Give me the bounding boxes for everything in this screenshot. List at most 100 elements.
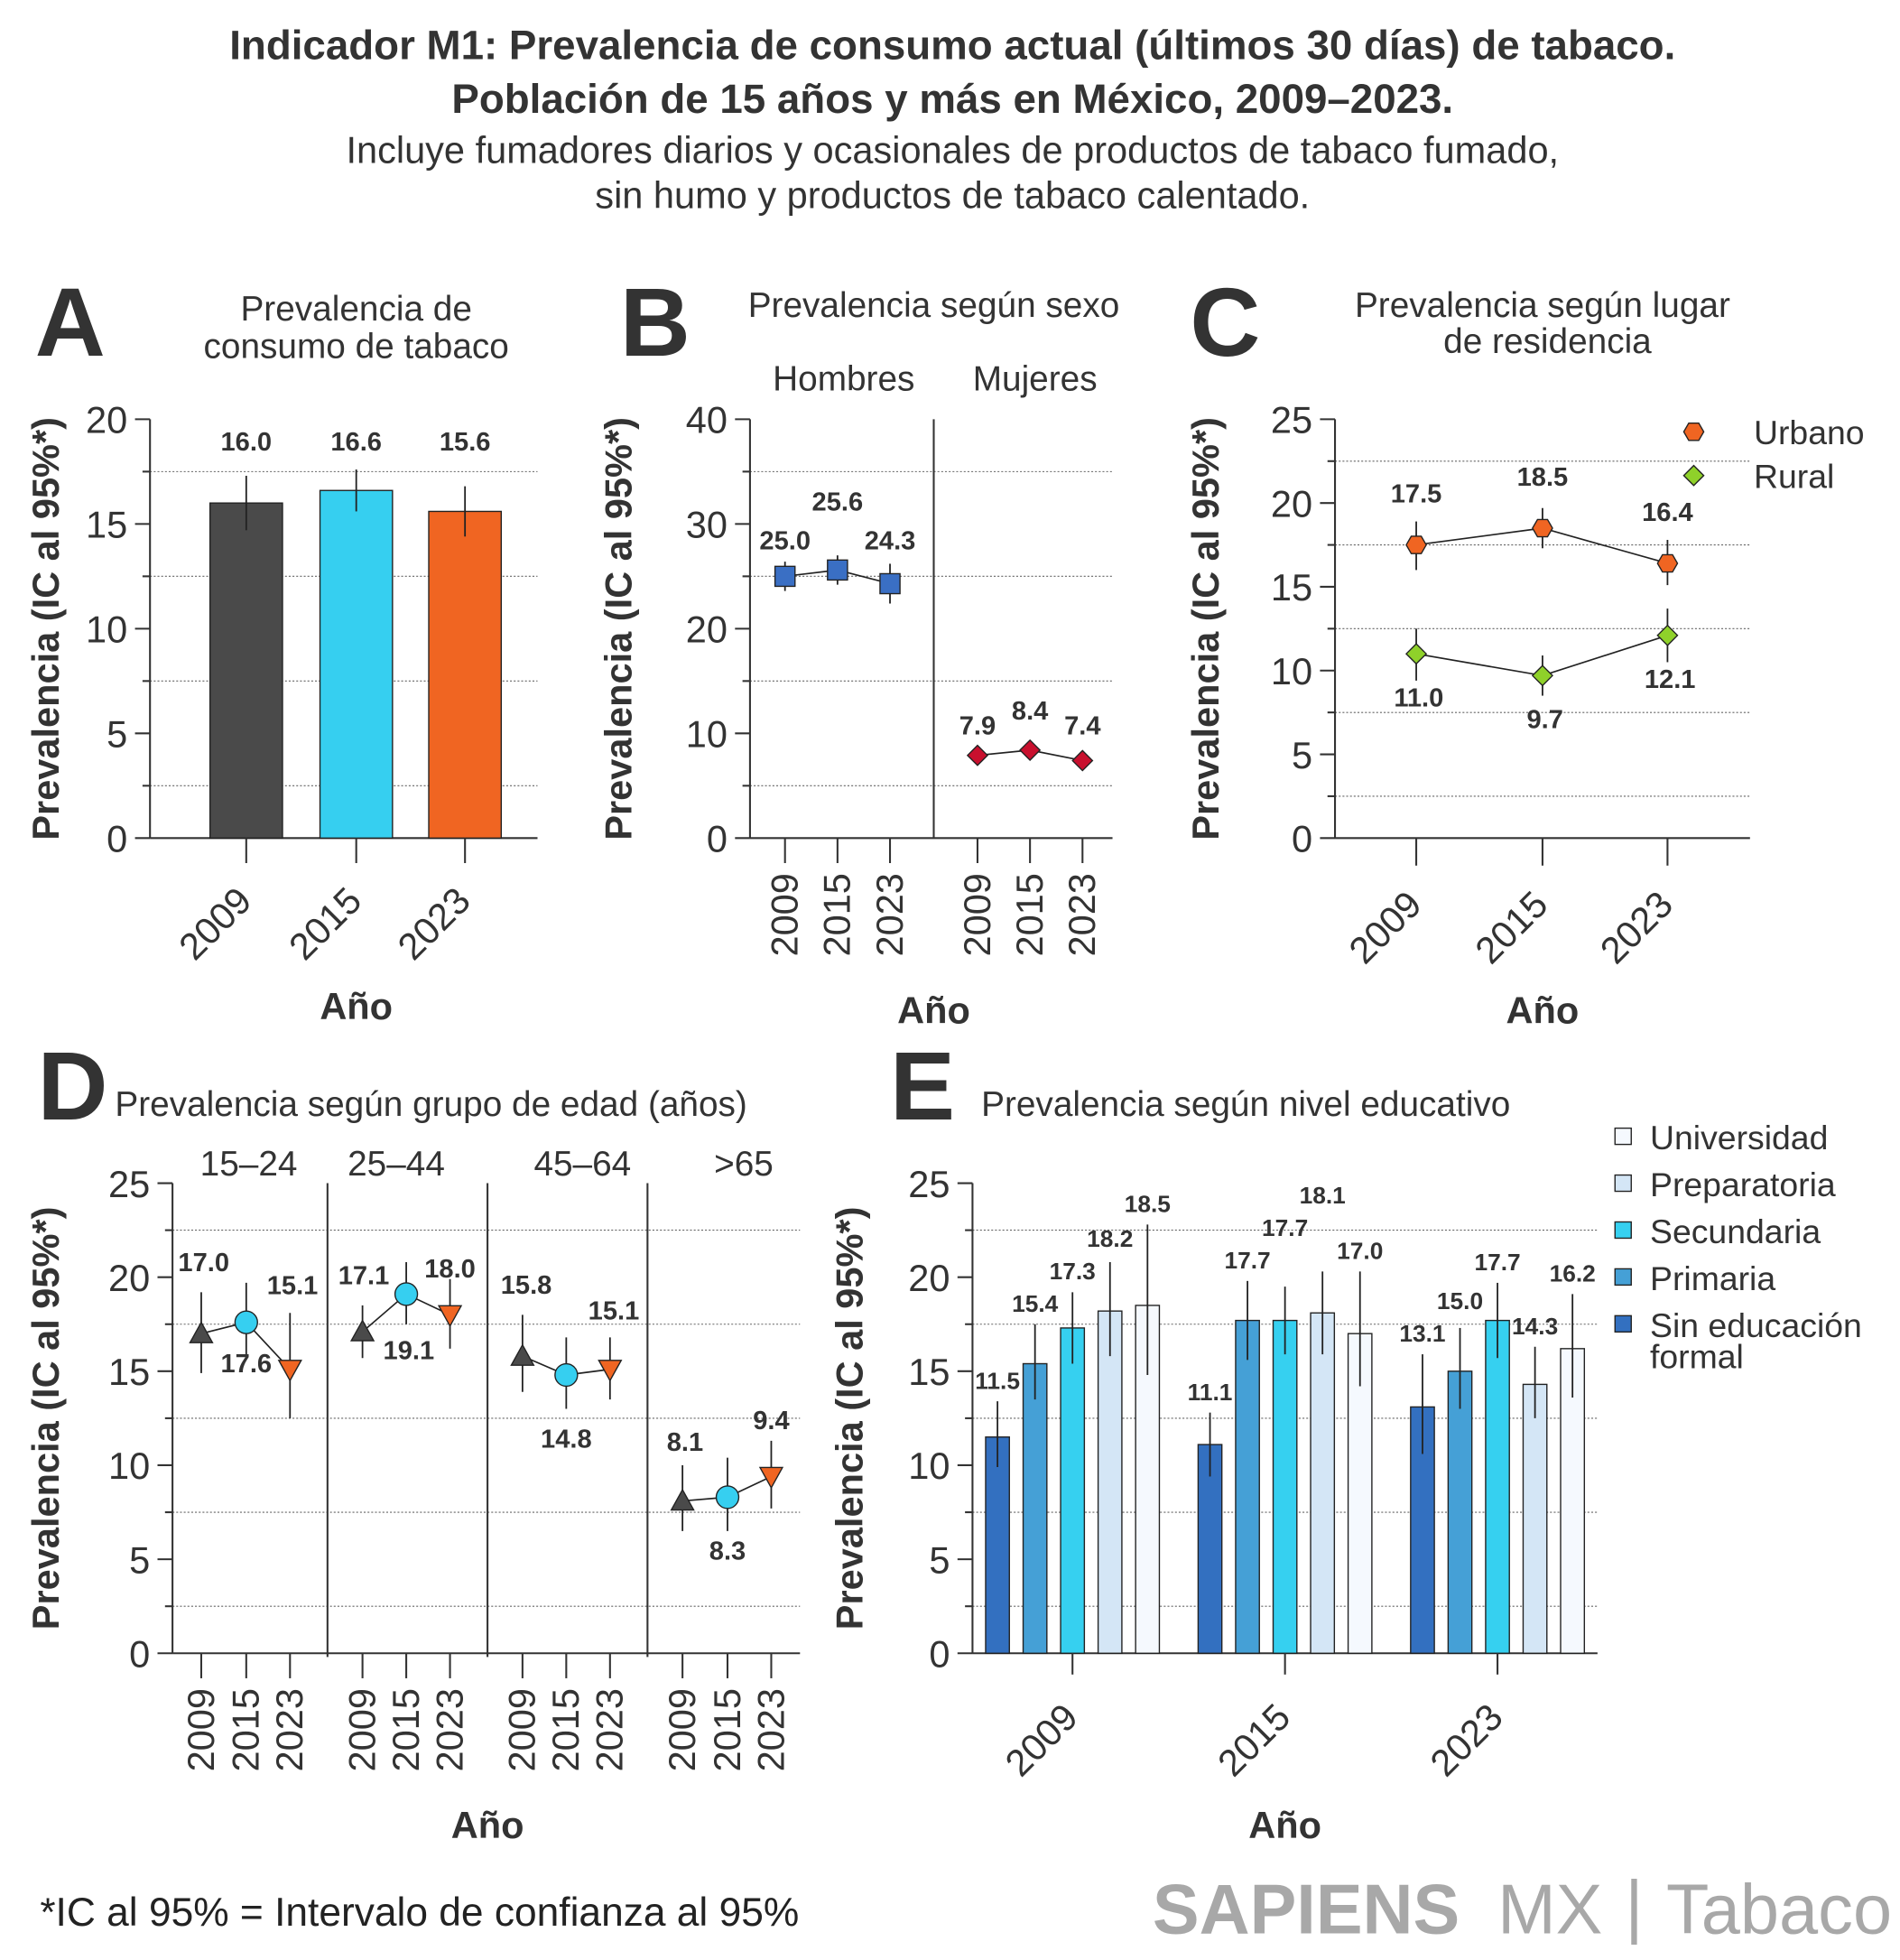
data-point-2009 bbox=[189, 1321, 214, 1343]
data-label: 11.0 bbox=[1394, 683, 1443, 712]
data-point bbox=[774, 565, 796, 588]
data-label: 15.1 bbox=[589, 1296, 640, 1325]
legend-marker bbox=[1682, 464, 1705, 487]
data-label: 18.5 bbox=[1517, 463, 1569, 492]
y-tick-label: 10 bbox=[108, 1444, 150, 1487]
bar-2023-1 bbox=[1447, 1370, 1473, 1654]
data-label: 15.4 bbox=[1012, 1290, 1059, 1317]
x-tick-label: 2023 bbox=[1592, 883, 1682, 972]
data-label: 14.8 bbox=[541, 1425, 592, 1454]
panel-e-title: Prevalencia según nivel educativo bbox=[981, 1085, 1510, 1124]
age-group-label: 45–64 bbox=[533, 1145, 631, 1184]
age-group-label: 25–44 bbox=[348, 1145, 445, 1184]
x-tick-label: 2023 bbox=[868, 873, 911, 956]
legend-label: Universidad bbox=[1650, 1119, 1828, 1156]
x-tick-label: 2015 bbox=[281, 878, 370, 968]
y-axis-title: Prevalencia (IC al 95%*) bbox=[597, 417, 639, 841]
data-point-2023 bbox=[277, 1360, 302, 1382]
x-tick-label: 2009 bbox=[1340, 883, 1430, 972]
bar-2009 bbox=[209, 502, 283, 840]
legend-label: formal bbox=[1650, 1338, 1744, 1376]
bar-2015-4 bbox=[1347, 1333, 1373, 1654]
x-tick-label: 2015 bbox=[1467, 883, 1556, 972]
y-tick-label: 0 bbox=[929, 1632, 950, 1675]
age-group-label: >65 bbox=[714, 1145, 774, 1184]
data-label: 11.5 bbox=[975, 1367, 1020, 1394]
data-label: 7.4 bbox=[1064, 711, 1101, 740]
y-tick-label: 20 bbox=[1271, 482, 1312, 525]
y-tick-label: 10 bbox=[1271, 650, 1312, 692]
data-label: 17.6 bbox=[221, 1350, 273, 1379]
data-label: 14.3 bbox=[1512, 1313, 1558, 1340]
data-label: 17.5 bbox=[1391, 479, 1442, 508]
panel-a-title-line1: Prevalencia de bbox=[240, 290, 471, 329]
y-axis-title: Prevalencia (IC al 95%*) bbox=[24, 1207, 67, 1630]
data-label: 17.7 bbox=[1262, 1214, 1308, 1241]
y-tick-label: 20 bbox=[108, 1257, 150, 1299]
y-tick-label: 0 bbox=[107, 818, 127, 860]
group-label: Hombres bbox=[773, 360, 914, 399]
data-label: 17.1 bbox=[338, 1261, 390, 1290]
y-tick-label: 30 bbox=[686, 504, 728, 546]
figure-title-line1: Indicador M1: Prevalencia de consumo act… bbox=[229, 23, 1675, 69]
panel-d-title: Prevalencia según grupo de edad (años) bbox=[115, 1085, 746, 1124]
data-label: 8.1 bbox=[667, 1428, 703, 1457]
data-point bbox=[1071, 749, 1094, 772]
y-tick-label: 5 bbox=[129, 1538, 150, 1581]
panel-label-b: B bbox=[620, 267, 690, 376]
data-label: 16.2 bbox=[1550, 1260, 1596, 1287]
panel-c-title-line1: Prevalencia según lugar bbox=[1355, 286, 1730, 325]
logo-mx: MX bbox=[1497, 1871, 1602, 1948]
data-point-2009 bbox=[670, 1488, 695, 1511]
data-label: 12.1 bbox=[1645, 665, 1696, 694]
x-tick-label: 2009 bbox=[956, 873, 998, 956]
x-tick-label: 2009 bbox=[180, 1688, 222, 1771]
legend-label: Rural bbox=[1754, 458, 1834, 496]
x-tick-label: 2023 bbox=[1422, 1695, 1511, 1785]
x-tick-label: 2023 bbox=[749, 1688, 792, 1771]
bar-2015-2 bbox=[1272, 1319, 1298, 1654]
data-label: 18.5 bbox=[1125, 1191, 1171, 1218]
logo-topic: Tabaco bbox=[1666, 1871, 1892, 1948]
panel-label-d: D bbox=[38, 1031, 108, 1140]
data-label: 15.8 bbox=[501, 1271, 552, 1300]
logo-separator: | bbox=[1625, 1867, 1643, 1945]
x-tick-label: 2015 bbox=[1210, 1695, 1299, 1785]
data-point-2015 bbox=[234, 1310, 258, 1334]
data-point bbox=[1531, 664, 1553, 687]
x-tick-label: 2015 bbox=[544, 1688, 587, 1771]
x-axis-title: Año bbox=[320, 985, 393, 1027]
y-tick-label: 40 bbox=[686, 399, 728, 441]
x-tick-label: 2015 bbox=[1008, 873, 1051, 956]
data-label: 13.1 bbox=[1399, 1320, 1445, 1347]
x-tick-label: 2009 bbox=[501, 1688, 543, 1771]
x-tick-label: 2023 bbox=[268, 1688, 310, 1771]
panel-c-title-line2: de residencia bbox=[1443, 322, 1652, 361]
bar-2009-0 bbox=[985, 1436, 1010, 1654]
y-tick-label: 25 bbox=[1271, 399, 1312, 441]
figure-title-line2: Población de 15 años y más en México, 20… bbox=[451, 76, 1453, 122]
data-label: 16.0 bbox=[221, 428, 273, 457]
y-tick-label: 15 bbox=[908, 1351, 950, 1393]
data-label: 25.0 bbox=[759, 526, 811, 555]
legend-marker bbox=[1682, 422, 1705, 441]
y-tick-label: 20 bbox=[908, 1257, 950, 1299]
legend-swatch bbox=[1614, 1314, 1632, 1333]
bar-2015 bbox=[319, 489, 394, 840]
data-point bbox=[827, 559, 848, 581]
data-label: 18.1 bbox=[1300, 1182, 1346, 1209]
y-tick-label: 10 bbox=[686, 713, 728, 756]
y-tick-label: 10 bbox=[86, 608, 127, 651]
x-tick-label: 2009 bbox=[764, 873, 806, 956]
x-tick-label: 2009 bbox=[996, 1695, 1086, 1785]
y-tick-label: 15 bbox=[108, 1351, 150, 1393]
bar-2009-3 bbox=[1097, 1310, 1123, 1654]
footnote: *IC al 95% = Intervalo de confianza al 9… bbox=[40, 1890, 799, 1935]
y-tick-label: 5 bbox=[107, 713, 127, 756]
y-tick-label: 0 bbox=[707, 818, 728, 860]
y-axis-title: Prevalencia (IC al 95%*) bbox=[24, 417, 67, 841]
data-label: 19.1 bbox=[384, 1336, 435, 1365]
x-axis-title: Año bbox=[451, 1804, 524, 1846]
data-label: 17.7 bbox=[1225, 1247, 1271, 1274]
x-tick-label: 2009 bbox=[661, 1688, 703, 1771]
